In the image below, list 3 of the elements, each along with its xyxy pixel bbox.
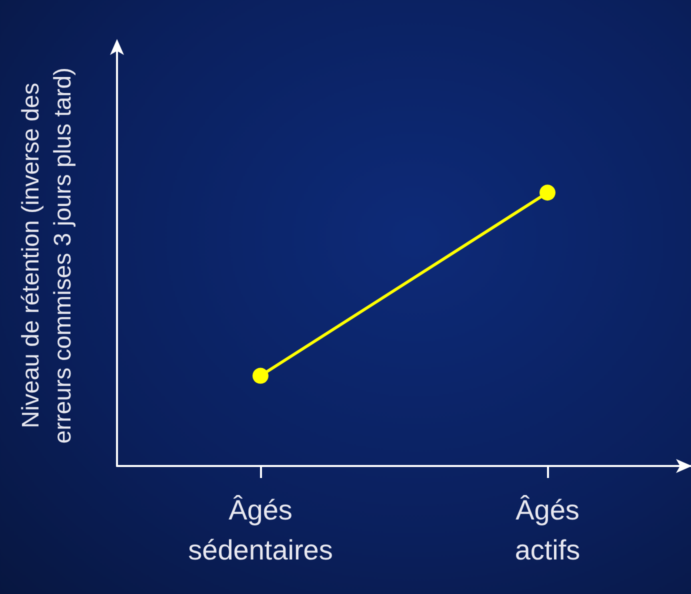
x-tick-label: Âgés sédentaires	[188, 494, 333, 566]
x-tick-label: Âgés actifs	[514, 494, 580, 566]
y-axis-title: Niveau de rétention (inverse des erreurs commises 3 jours plus tard)	[18, 67, 76, 444]
